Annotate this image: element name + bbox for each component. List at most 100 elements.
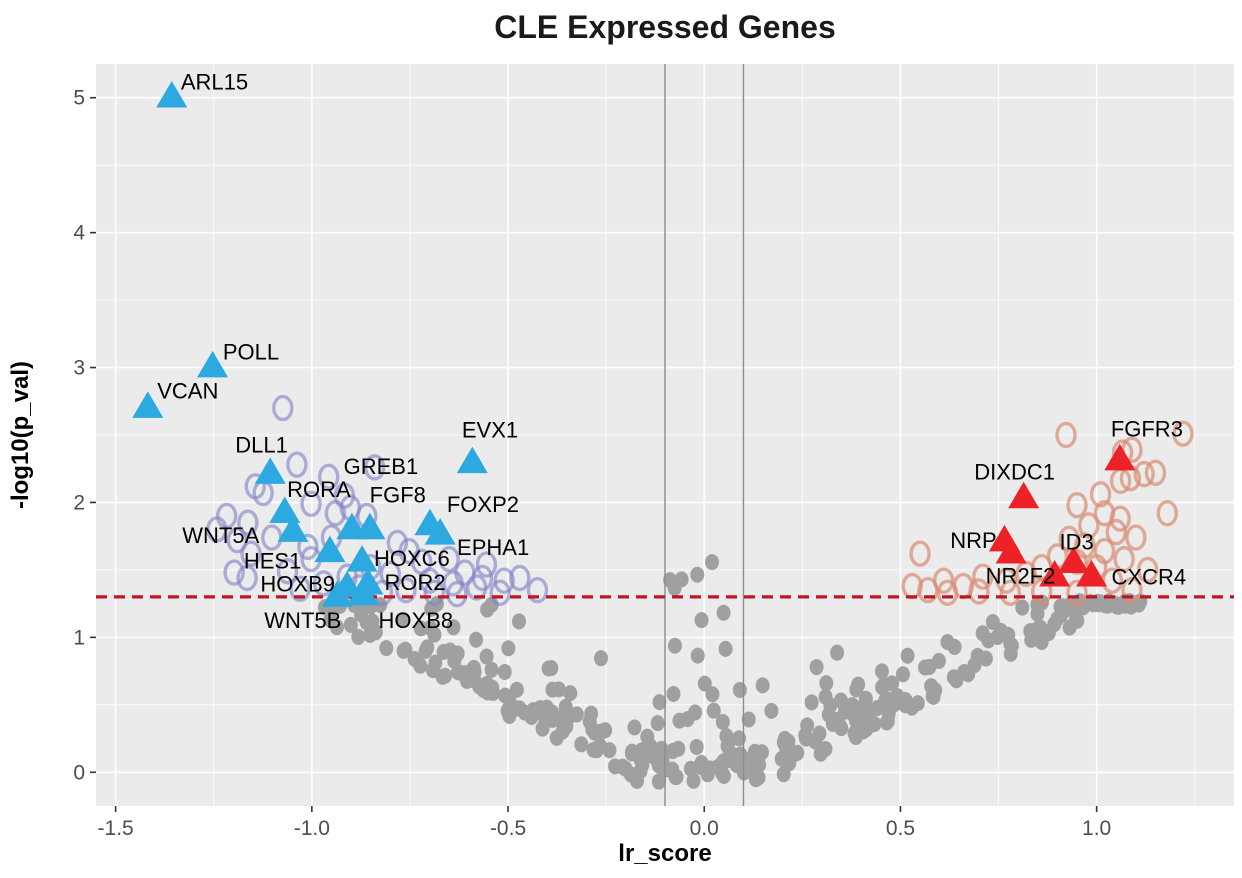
background-dot [747,743,762,760]
gene-marker-EPHA1 [424,518,456,545]
background-dot [501,640,516,657]
x-tick-label: -0.5 [490,817,526,840]
background-dot [957,663,972,680]
background-dot [574,736,589,753]
threshold-lines [96,64,1234,806]
background-dot [752,756,767,773]
background-dot [666,685,681,702]
background-dot [667,579,682,596]
background-dot [1070,612,1085,629]
background-dot [880,713,895,730]
down-candidate-circle [324,500,347,527]
gene-marker-CXCR4 [1076,559,1108,587]
y-tick-label: 4 [73,222,85,245]
background-dot [874,663,889,680]
background-dot [718,640,733,657]
background-dot [498,687,513,704]
y-tick-label: 3 [73,357,85,380]
gene-marker-up-extra [995,537,1027,564]
up-candidate-circle [1113,545,1135,573]
up-candidate-circle [1172,420,1194,447]
down-candidate-circle [493,567,515,594]
gene-label-POLL: POLL [223,339,279,364]
background-dot [425,662,440,679]
background-dot [1086,596,1101,613]
gene-label-WNT5B: WNT5B [264,608,341,633]
gene-label-NRP: NRP [950,528,996,553]
background-dot [715,713,730,730]
background-dot [587,724,602,741]
y-axis-title: -log10(p_val) [7,361,34,509]
up-candidate-circle [1121,576,1143,604]
background-dot [627,719,642,736]
up-candidate-circle [1156,500,1178,527]
background-dot [690,566,705,583]
background-dot [623,766,638,783]
down-candidate-circle [206,516,228,543]
background-dot [812,725,827,742]
background-points [317,554,1148,790]
background-dot [1047,616,1062,633]
x-tick-label: 0.0 [690,817,719,840]
down-candidate-circle [300,490,322,518]
background-dot [544,660,559,677]
gene-marker-ARL15 [156,81,188,108]
background-dot [323,611,338,628]
up-candidate-circle [909,540,931,567]
background-dot [705,686,720,703]
background-dot [479,648,494,665]
down-candidate-circle [286,451,308,478]
down-candidate-circle [446,580,468,608]
gene-marker-POLL [197,350,229,378]
background-dot [480,601,495,618]
gene-label-RORA: RORA [287,477,351,502]
down-candidate-circle [438,545,460,573]
up-candidate-circle [968,578,990,605]
up-candidate-circle [1031,578,1053,605]
background-dot [776,734,791,751]
background-dot [524,708,539,725]
down-candidate-circle [312,570,335,597]
down-candidate-circle [471,564,494,592]
background-dot [895,666,910,683]
gene-label-FGFR3: FGFR3 [1111,416,1183,441]
up-candidate-circle [1133,460,1155,488]
up-candidate-circle [1125,524,1147,551]
down-candidate-circle [237,509,259,536]
background-dot [993,622,1008,639]
up-candidate-circle [1089,481,1112,508]
background-dot [1033,619,1048,636]
axes: 0 1 2 3 4 5 -1.5 -1.0 -0.5 0.0 0.5 1.0 [73,87,1111,840]
gene-label-HOXC6: HOXC6 [374,546,450,571]
gene-marker-WNT5B [321,580,353,607]
background-dot [545,711,560,728]
down-candidate-circle [318,463,340,491]
background-dot [396,611,411,628]
background-dot [947,638,962,655]
down-candidate-circle [509,564,531,592]
background-dot [859,721,874,738]
background-dot [1034,634,1049,651]
background-dot [881,691,896,708]
background-dot [733,746,748,763]
background-dot [898,697,913,714]
gene-label-WNT5A: WNT5A [182,523,259,548]
up-candidate-circle [1136,556,1159,584]
gene-marker-HOXB8 [347,578,379,606]
gene-marker-FGF8 [336,512,368,540]
background-dot [562,708,577,725]
up-candidate-circle [1015,560,1037,588]
background-dot [651,773,666,790]
background-dot [686,772,701,789]
background-dot [819,675,834,692]
background-dot [716,604,731,621]
background-dot [413,657,428,674]
gene-label-VCAN: VCAN [157,378,218,403]
gene-label-DLL1: DLL1 [235,432,288,457]
x-tick-label: 0.5 [886,817,915,840]
down-candidate-circle [526,576,549,604]
down-candidate-circle [276,558,299,585]
